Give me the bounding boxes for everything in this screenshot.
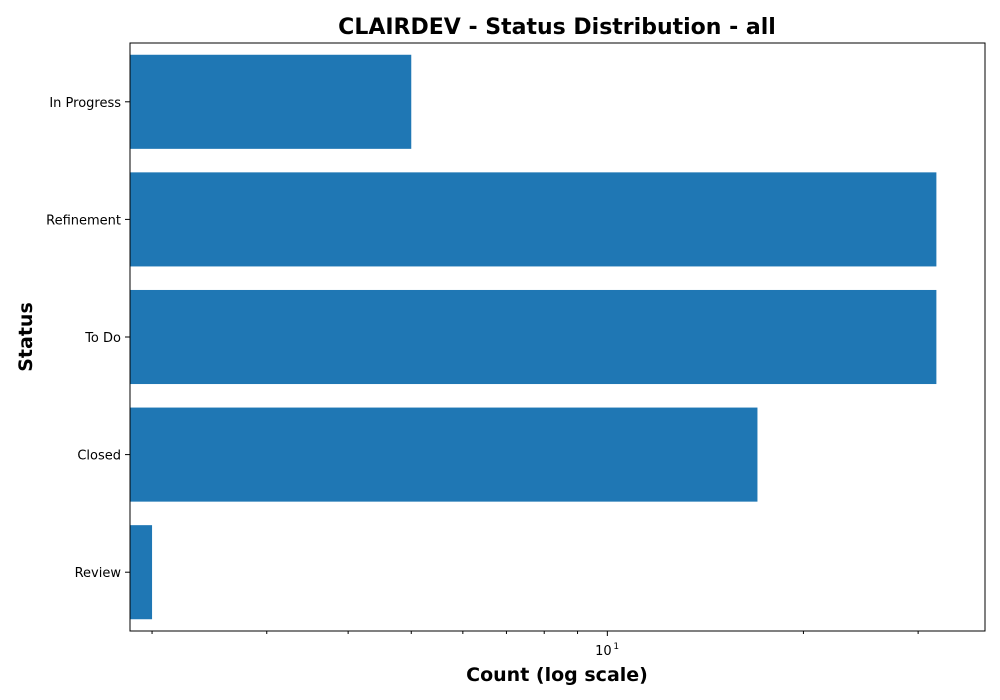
y-tick-label-closed: Closed xyxy=(77,449,121,464)
x-tick-label: 10 xyxy=(595,644,612,659)
bar-review xyxy=(130,525,153,620)
y-tick-label-refinement: Refinement xyxy=(46,213,121,228)
y-axis-label: Status xyxy=(15,302,37,372)
bar-to-do xyxy=(130,289,937,385)
x-axis-ticks: 10 1 xyxy=(151,631,919,659)
y-tick-label-review: Review xyxy=(75,566,122,581)
x-tick-exponent: 1 xyxy=(613,642,619,652)
bar-refinement xyxy=(130,172,937,267)
plot-frame xyxy=(129,42,986,632)
bars-group xyxy=(130,54,937,620)
bar-in-progress xyxy=(130,54,412,149)
y-tick-label-in-progress: In Progress xyxy=(49,96,121,111)
bar-closed xyxy=(130,407,758,502)
chart-title: CLAIRDEV - Status Distribution - all xyxy=(338,15,776,40)
x-axis-label: Count (log scale) xyxy=(466,664,648,686)
y-tick-label-to-do: To Do xyxy=(84,331,121,346)
y-axis-ticks: In Progress Refinement To Do Closed Review xyxy=(46,96,130,581)
